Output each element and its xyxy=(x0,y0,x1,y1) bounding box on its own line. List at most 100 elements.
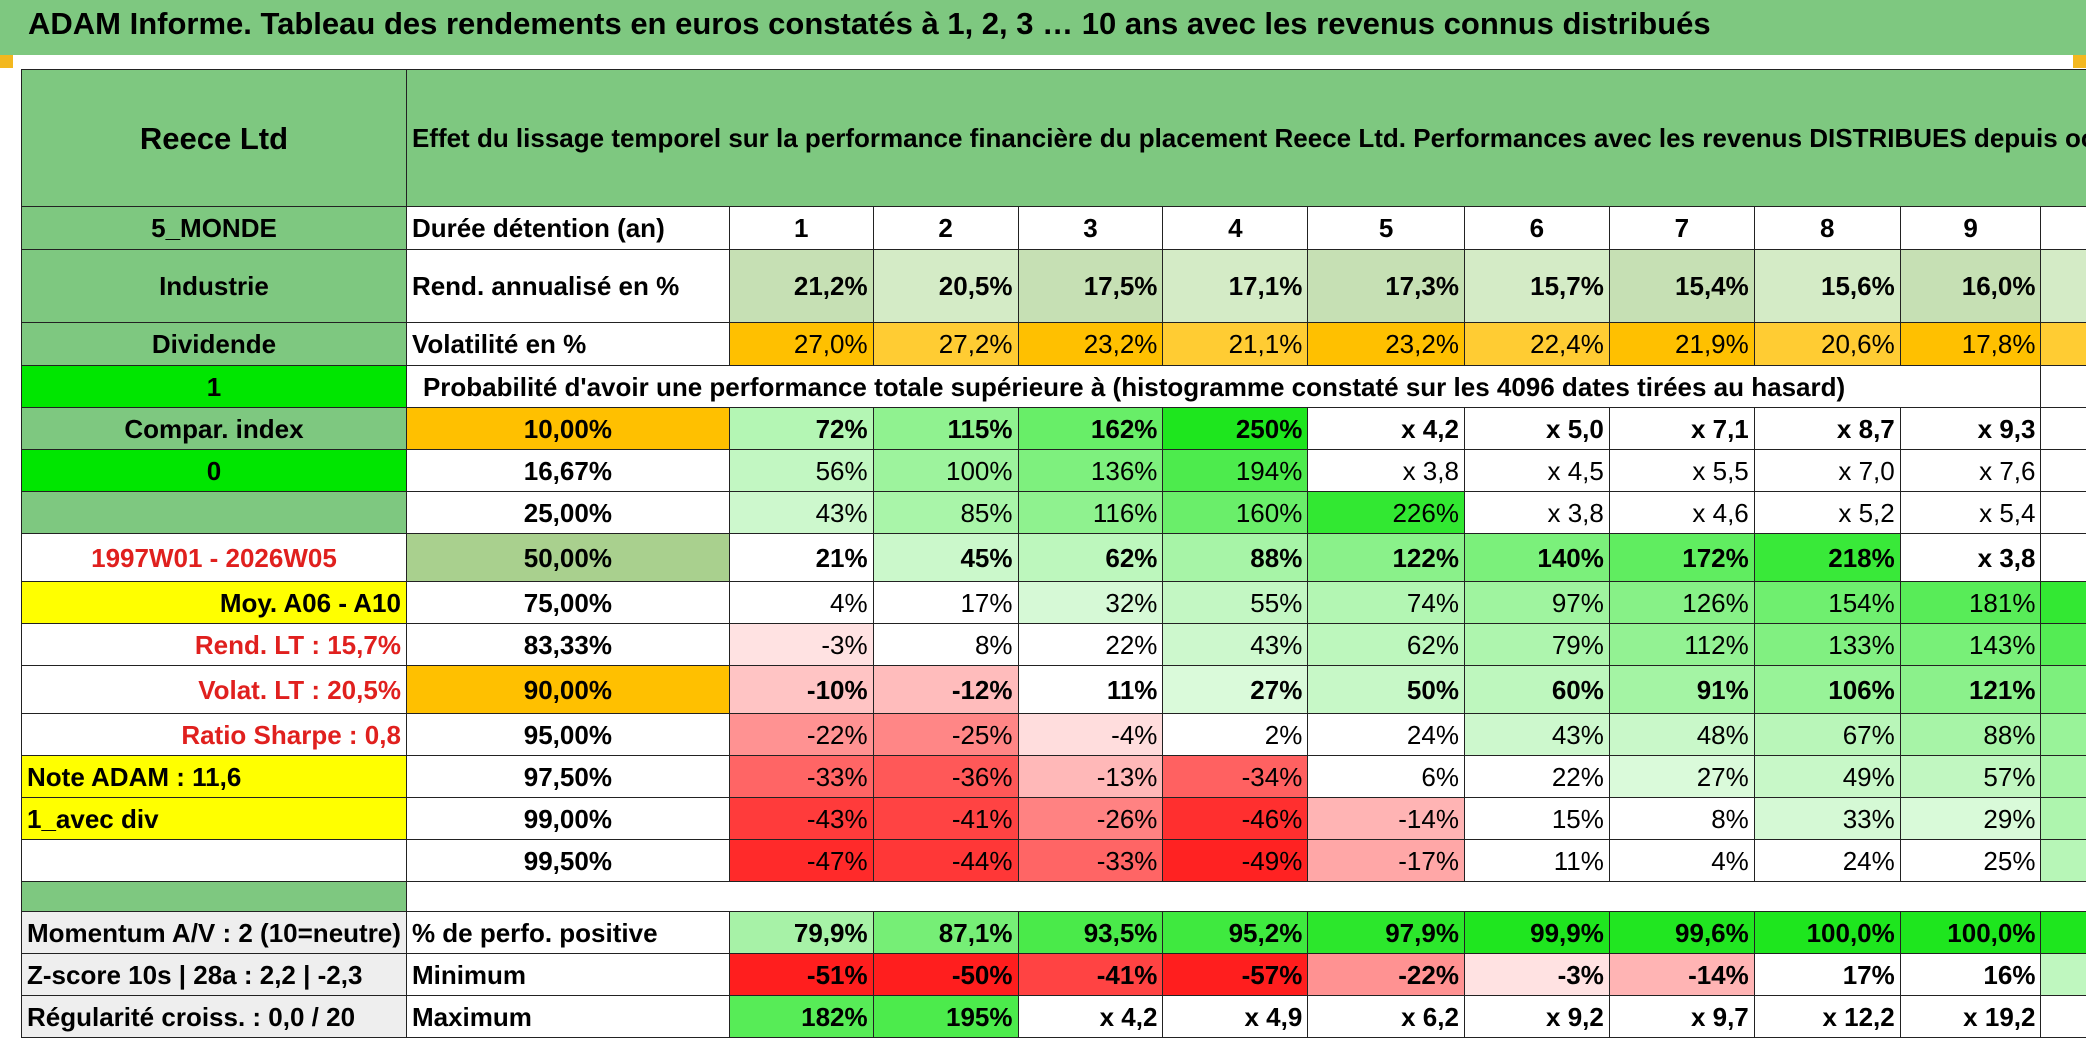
vol-cell: 20,6% xyxy=(1753,322,1901,366)
quantile-cell: x 3,8 xyxy=(1307,449,1465,492)
rend-cell: 17,5% xyxy=(1017,249,1164,323)
quantile-cell: x 9,1 xyxy=(2040,407,2086,450)
quantile-cell: 43% xyxy=(1162,623,1309,666)
quantile-cell: 8% xyxy=(1608,797,1755,840)
quantile-cell: 106% xyxy=(1753,665,1901,714)
quantile-cell: 172% xyxy=(1608,533,1755,582)
quantile-cell: 6% xyxy=(1307,755,1465,798)
quantile-cell: x 7,0 xyxy=(2040,491,2086,534)
quantile-row: Rend. LT : 15,7% 83,33% -3% 8% 22% 43% 62% 79% 1… xyxy=(21,623,2086,666)
quantile-cell: -49% xyxy=(1162,839,1309,882)
page-title: ADAM Informe. Tableau des rendements en … xyxy=(28,6,1711,41)
vol-cell: 27,2% xyxy=(872,322,1019,366)
quantile-cell: 133% xyxy=(1753,623,1901,666)
quantile-cell: 160% xyxy=(1162,491,1309,534)
quantile-cell: 62% xyxy=(1017,533,1164,582)
rend-cell: 17,3% xyxy=(1307,249,1465,323)
minimum-cell: 59% xyxy=(2040,953,2086,996)
quantile-cell: 2% xyxy=(1162,713,1309,756)
note-label: Note ADAM : 11,6 xyxy=(21,755,407,798)
quantile-cell: 33% xyxy=(1753,797,1901,840)
quantile-cell: 11% xyxy=(1017,665,1164,714)
quantile-pct: 16,67% xyxy=(405,449,730,492)
quantile-cell: x 3,8 xyxy=(1899,533,2042,582)
quantile-cell: -12% xyxy=(872,665,1019,714)
positive-cell: 95,2% xyxy=(1162,911,1309,954)
rend-cell: 20,5% xyxy=(872,249,1019,323)
maximum-cell: 182% xyxy=(728,995,874,1038)
vol-cell: 27,0% xyxy=(728,322,874,366)
quantile-cell: 116% xyxy=(1017,491,1164,534)
quantile-cell: 11% xyxy=(1463,839,1610,882)
quantile-row: 1_avec div 99,00% -43% -41% -26% -46% -14% 15% 8… xyxy=(21,797,2086,840)
maximum-cell: x 6,2 xyxy=(1307,995,1465,1038)
duree-label: Durée détention (an) xyxy=(405,206,730,250)
regularite-label: Régularité croiss. : 0,0 / 20 xyxy=(21,995,407,1038)
quantile-cell: -33% xyxy=(1017,839,1164,882)
quantile-cell: 112% xyxy=(1608,623,1755,666)
empty-green-cell xyxy=(21,491,407,534)
quantile-cell: x 3,8 xyxy=(1463,491,1610,534)
quantile-cell: -47% xyxy=(728,839,874,882)
quantile-cell: 45% xyxy=(872,533,1019,582)
quantile-cell: 25% xyxy=(1899,839,2042,882)
quantile-cell: 154% xyxy=(1753,581,1901,624)
corner-marker xyxy=(2073,55,2086,68)
rend-lt-label: Rend. LT : 15,7% xyxy=(21,623,407,666)
quantile-cell: 21% xyxy=(728,533,874,582)
quantile-cell: x 8,0 xyxy=(2040,449,2086,492)
income-mode-label: Dividende xyxy=(21,322,407,366)
quantile-cell: 24% xyxy=(1753,839,1901,882)
table-header-text: Effet du lissage temporel sur la perform… xyxy=(405,69,2086,207)
quantile-cell: -36% xyxy=(872,755,1019,798)
year-header: 7 xyxy=(1608,206,1755,250)
quantile-cell: -4% xyxy=(1017,713,1164,756)
quantile-cell: x 7,6 xyxy=(1899,449,2042,492)
positive-cell: 99,6% xyxy=(1608,911,1755,954)
quantile-cell: 181% xyxy=(1899,581,2042,624)
quantile-cell: x 5,2 xyxy=(1753,491,1901,534)
vol-cell: 22,4% xyxy=(1463,322,1610,366)
quantile-row: Compar. index 10,00% 72% 115% 162% 250% x 4,2 x… xyxy=(21,407,2086,450)
corner-marker xyxy=(0,55,13,68)
quantile-pct: 97,50% xyxy=(405,755,730,798)
quantile-cell: x 4,3 xyxy=(2040,533,2086,582)
quantile-cell: 67% xyxy=(1753,713,1901,756)
quantile-cell: 69% xyxy=(2040,839,2086,882)
sharpe-label: Ratio Sharpe : 0,8 xyxy=(21,713,407,756)
year-header: 4 xyxy=(1162,206,1309,250)
quantile-cell: 126% xyxy=(1608,581,1755,624)
quantile-cell: -3% xyxy=(728,623,874,666)
quantile-cell: x 9,3 xyxy=(1899,407,2042,450)
positive-cell: 100,0% xyxy=(2040,911,2086,954)
quantile-cell: 186% xyxy=(2040,623,2086,666)
moy-label: Moy. A06 - A10 xyxy=(21,581,407,624)
year-header: 9 xyxy=(1899,206,2042,250)
period-label: 1997W01 - 2026W05 xyxy=(21,533,407,582)
quantile-cell: 22% xyxy=(1463,755,1610,798)
quantile-cell: x 5,5 xyxy=(1608,449,1755,492)
quantile-cell: x 5,4 xyxy=(1899,491,2042,534)
maximum-cell: x 12,2 xyxy=(1753,995,1901,1038)
quantile-cell: 27% xyxy=(1162,665,1309,714)
quantile-cell: 100% xyxy=(872,449,1019,492)
quantile-cell: 55% xyxy=(1162,581,1309,624)
quantile-cell: 15% xyxy=(1463,797,1610,840)
quantile-cell: 22% xyxy=(1017,623,1164,666)
pos-label: % de perfo. positive xyxy=(405,911,730,954)
minimum-cell: -51% xyxy=(728,953,874,996)
zscore-label: Z-score 10s | 28a : 2,2 | -2,3 xyxy=(21,953,407,996)
quantile-cell: -46% xyxy=(1162,797,1309,840)
quantile-cell: 43% xyxy=(728,491,874,534)
quantile-cell: x 4,2 xyxy=(1307,407,1465,450)
vol-label: Volatilité en % xyxy=(405,322,730,366)
quantile-cell: 74% xyxy=(1307,581,1465,624)
company-name: Reece Ltd xyxy=(21,69,407,207)
maximum-cell: x 9,7 xyxy=(1608,995,1755,1038)
proba-label: Probabilité d'avoir une performance tota… xyxy=(405,365,1901,408)
quantile-cell: -44% xyxy=(872,839,1019,882)
quantile-row: Note ADAM : 11,6 97,50% -33% -36% -13% -34% 6%… xyxy=(21,755,2086,798)
positive-cell: 79,9% xyxy=(728,911,874,954)
quantile-pct: 99,50% xyxy=(405,839,730,882)
quantile-cell: -41% xyxy=(872,797,1019,840)
